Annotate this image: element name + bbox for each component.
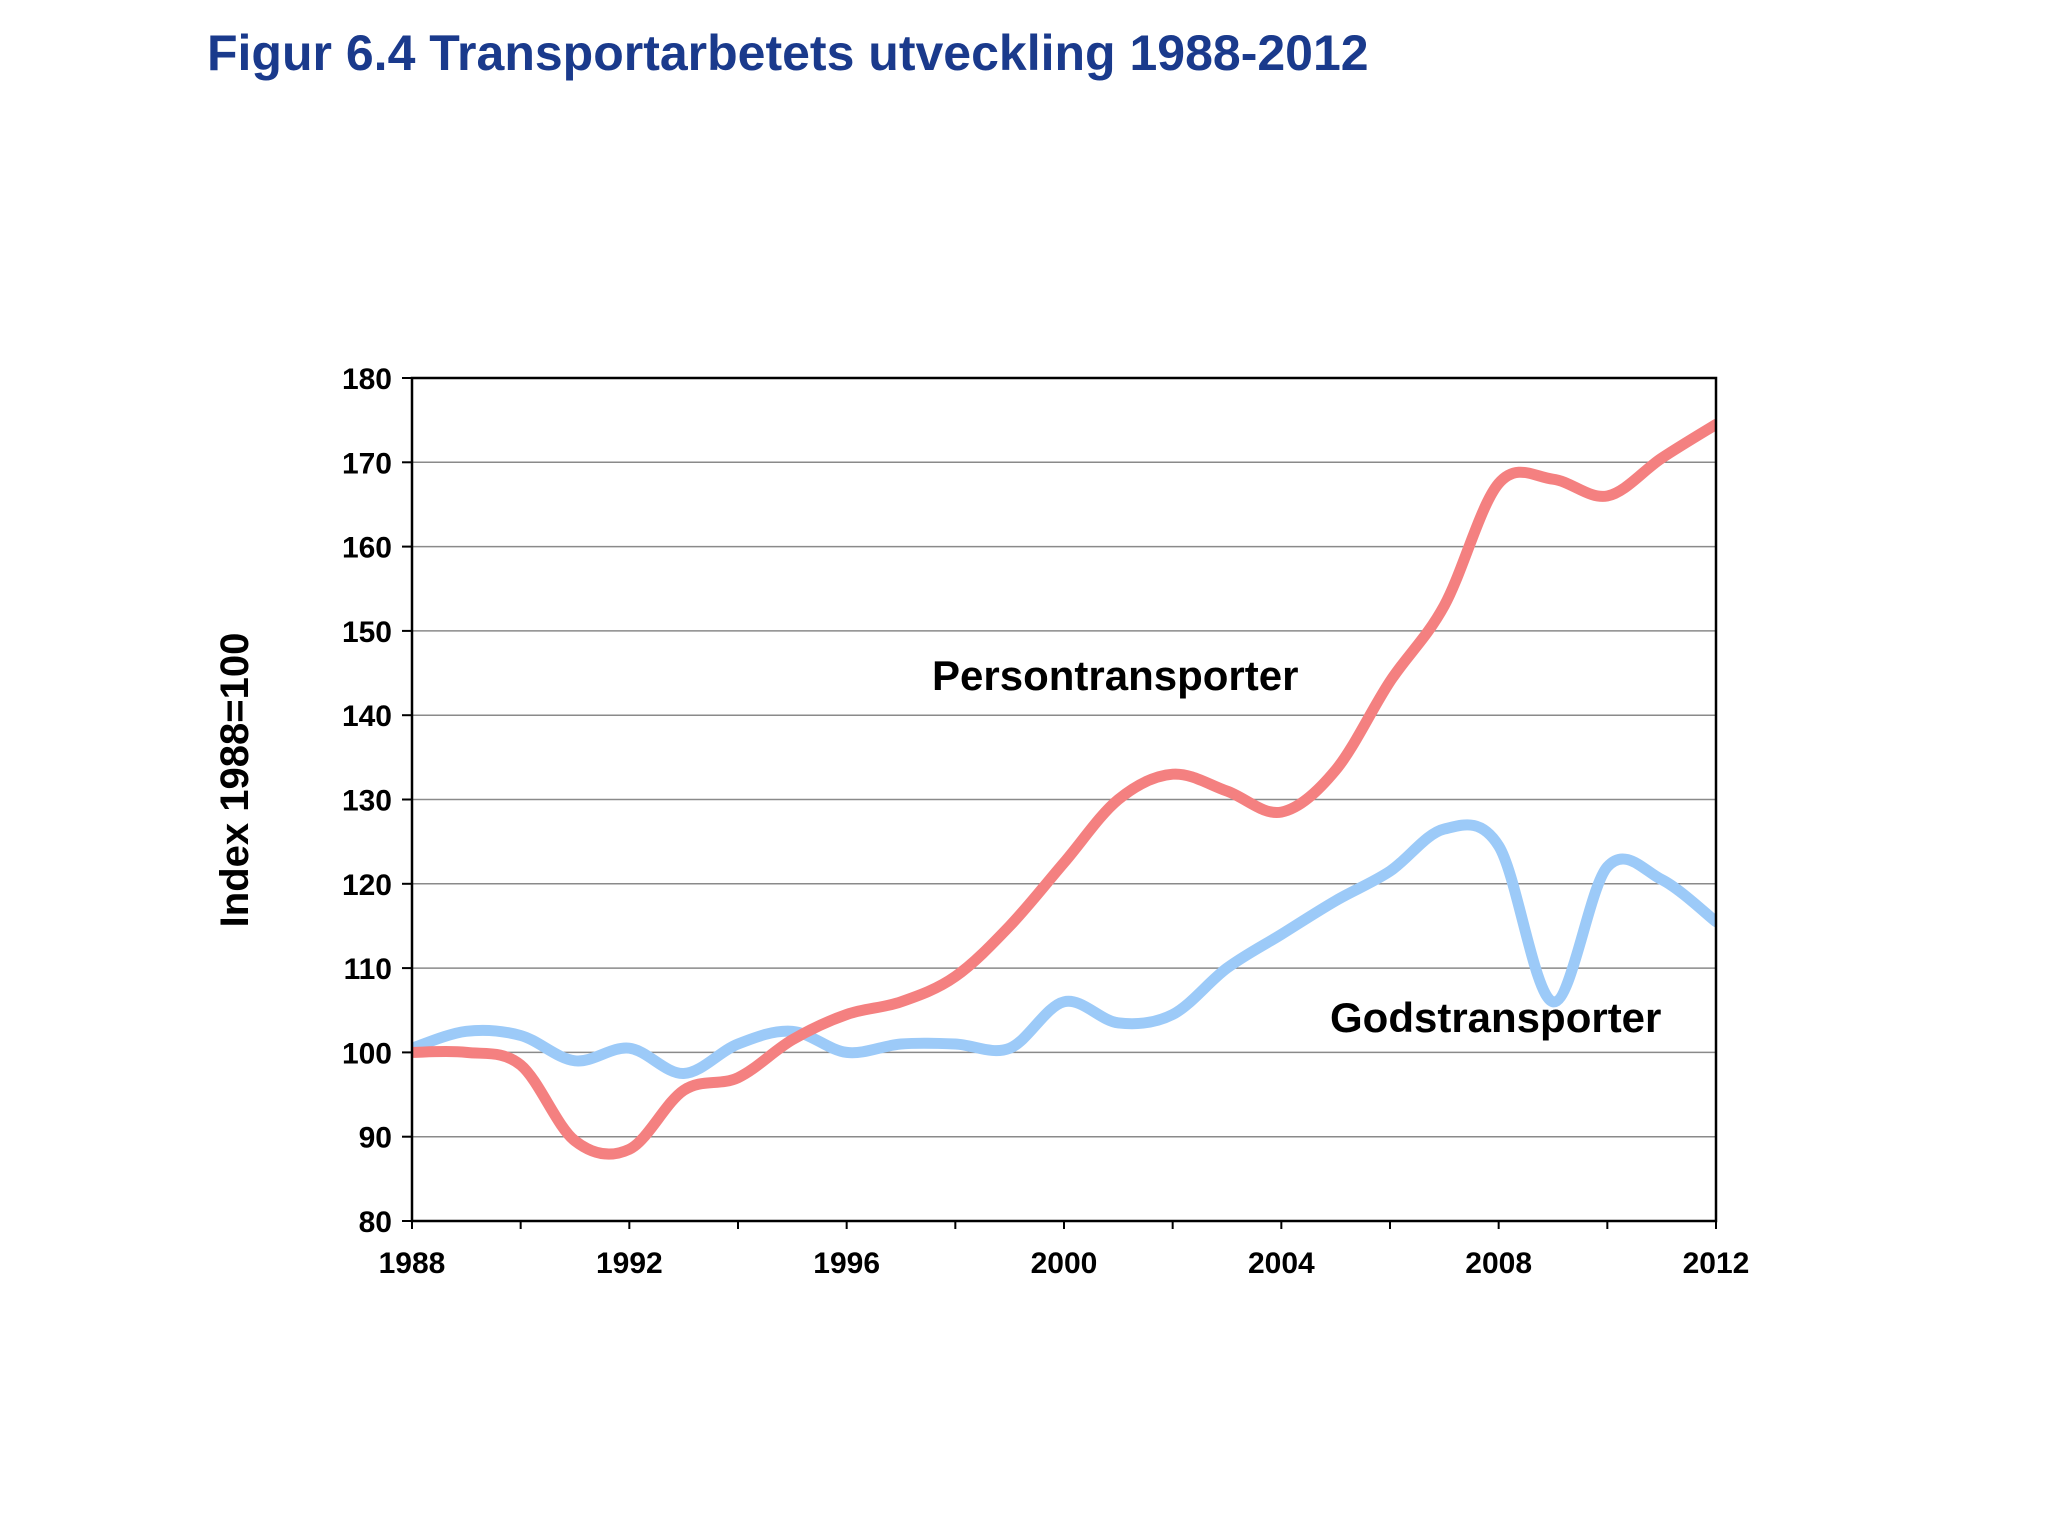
- y-tick-label: 80: [359, 1206, 392, 1239]
- y-axis-label: Index 1988=100: [213, 633, 257, 928]
- annotation-persontransporter: Persontransporter: [932, 652, 1298, 699]
- y-tick-label: 140: [342, 700, 392, 733]
- series-line-godstransporter: [412, 819, 1716, 1079]
- x-tick-label: 2012: [1683, 1247, 1750, 1280]
- y-tick-label: 170: [342, 447, 392, 480]
- y-tick-label: 130: [342, 785, 392, 818]
- y-tick-label: 180: [342, 363, 392, 396]
- x-tick-label: 1992: [596, 1247, 663, 1280]
- gridlines: [412, 461, 1716, 1138]
- x-tick-label: 1988: [379, 1247, 446, 1280]
- x-tick-label: 2000: [1031, 1247, 1098, 1280]
- y-axis-ticks: 80 90 100 110 120 130 140 150 160 170 180: [342, 363, 412, 1239]
- y-tick-label: 160: [342, 532, 392, 565]
- series-line-persontransporter: [412, 418, 1716, 1160]
- y-tick-label: 120: [342, 869, 392, 902]
- page-title: Figur 6.4 Transportarbetets utveckling 1…: [207, 25, 1369, 81]
- plot-frame: [410, 376, 1718, 1223]
- plot-border: [410, 376, 1718, 1223]
- x-axis-ticks: 1988 1992 1996 2000 2004 2008 2012: [379, 1221, 1750, 1280]
- x-tick-label: 1996: [813, 1247, 880, 1280]
- series-lines: [412, 418, 1716, 1160]
- y-tick-label: 150: [342, 616, 392, 649]
- y-tick-label: 110: [344, 953, 392, 986]
- y-tick-label: 90: [359, 1122, 392, 1155]
- x-tick-label: 2004: [1248, 1247, 1315, 1280]
- annotation-godstransporter: Godstransporter: [1330, 994, 1661, 1041]
- y-tick-label: 100: [342, 1037, 392, 1070]
- x-tick-label: 2008: [1465, 1247, 1532, 1280]
